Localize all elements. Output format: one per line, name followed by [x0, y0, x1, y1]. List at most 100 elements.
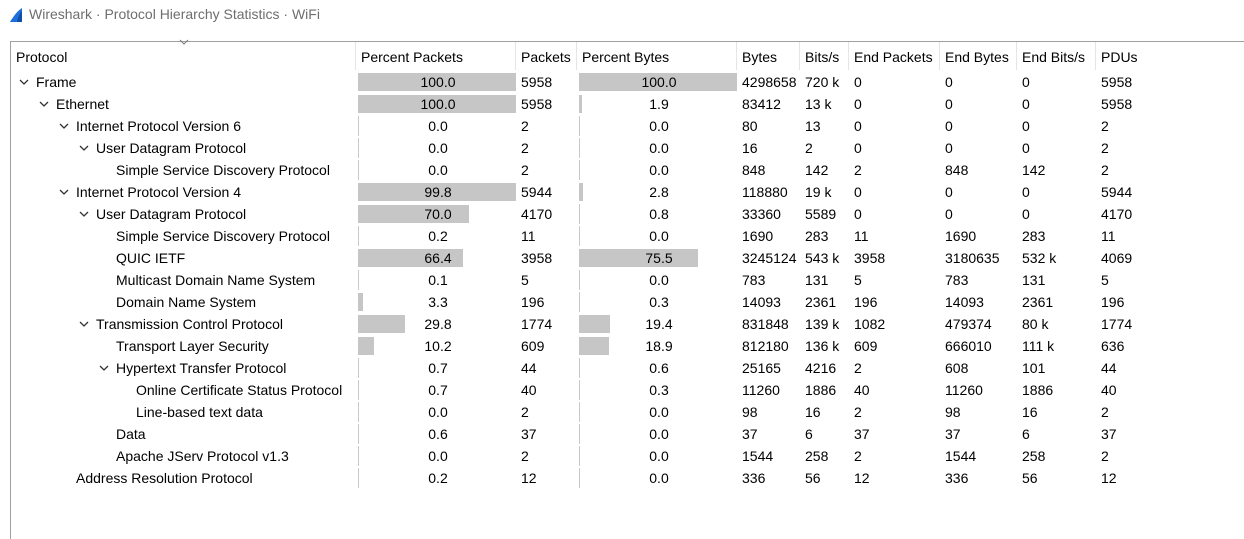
percent-packets-bar: [358, 293, 363, 311]
percent-bytes-cell: 18.9: [579, 335, 739, 357]
tree-row[interactable]: Frame 100.0 100.0 5958 4298658 720 k 0 0 0 5958: [11, 71, 1244, 93]
percent-bytes-bar: [579, 226, 580, 246]
chevron-down-icon[interactable]: [57, 115, 71, 137]
percent-bytes-bar: [579, 446, 580, 466]
packets-value: 5: [521, 272, 529, 288]
bits-per-sec-value: 56: [805, 470, 821, 486]
percent-bytes-bar: [579, 138, 580, 158]
bits-per-sec-value: 13 k: [805, 96, 832, 112]
end-bytes-value: 14093: [945, 294, 984, 310]
tree-row[interactable]: User Datagram Protocol 0.0 0.0 2 16 2 0 0 0 2: [11, 137, 1244, 159]
protocol-name: Address Resolution Protocol: [76, 470, 253, 486]
end-packets-value: 0: [854, 96, 862, 112]
percent-bytes-cell: 0.0: [579, 401, 739, 423]
pdus-value: 5958: [1101, 74, 1133, 90]
protocol-name: User Datagram Protocol: [96, 206, 247, 222]
percent-packets-bar: [358, 95, 516, 113]
percent-bytes-cell: 0.0: [579, 115, 739, 137]
tree-row[interactable]: User Datagram Protocol 70.0 0.8 4170 33360 55…: [11, 203, 1244, 225]
protocol-hierarchy-tree[interactable]: Protocol Percent Packets Packets Percent By…: [10, 39, 1244, 539]
end-bytes-value: 1544: [945, 448, 977, 464]
chevron-down-icon[interactable]: [57, 181, 71, 203]
percent-packets-value: 100.0: [420, 96, 456, 112]
tree-row[interactable]: Transmission Control Protocol 29.8 19.4 177…: [11, 313, 1244, 335]
percent-bytes-cell: 0.6: [579, 357, 739, 379]
pdus-value: 1774: [1101, 316, 1133, 332]
bits-per-sec-value: 2361: [805, 294, 837, 310]
end-bytes-value: 336: [945, 470, 969, 486]
tree-row[interactable]: Ethernet 100.0 1.9 5958 83412 13 k 0 0 0 5958: [11, 93, 1244, 115]
percent-bytes-bar: [579, 95, 582, 113]
bits-per-sec-value: 131: [805, 272, 829, 288]
percent-bytes-bar: [579, 315, 610, 333]
percent-packets-value: 3.3: [428, 294, 448, 310]
end-bytes-value: 0: [945, 96, 953, 112]
chevron-down-icon[interactable]: [17, 71, 31, 93]
column-header-percent-bytes[interactable]: Percent Bytes: [582, 49, 670, 65]
column-divider[interactable]: [799, 42, 800, 70]
bytes-value: 11260: [742, 382, 780, 398]
tree-row[interactable]: Multicast Domain Name System 0.1 0.0 5 783 13…: [11, 269, 1244, 291]
tree-row[interactable]: Internet Protocol Version 6 0.0 0.0 2 80 13 0 0…: [11, 115, 1244, 137]
tree-row[interactable]: Transport Layer Security 10.2 18.9 609 81218…: [11, 335, 1244, 357]
chevron-down-icon[interactable]: [97, 357, 111, 379]
percent-packets-cell: 0.0: [358, 445, 518, 467]
end-bits-per-sec-value: 532 k: [1022, 250, 1057, 266]
end-packets-value: 12: [854, 470, 870, 486]
column-header-percent-packets[interactable]: Percent Packets: [361, 49, 463, 65]
tree-row[interactable]: QUIC IETF 66.4 75.5 3958 3245124 543 k 3958 318…: [11, 247, 1244, 269]
bits-per-sec-value: 142: [805, 162, 829, 178]
tree-row[interactable]: Simple Service Discovery Protocol 0.2 0.0 1…: [11, 225, 1244, 247]
bits-per-sec-value: 283: [805, 228, 829, 244]
column-divider[interactable]: [1016, 42, 1017, 70]
tree-row[interactable]: Simple Service Discovery Protocol 0.0 0.0 2…: [11, 159, 1244, 181]
bytes-value: 336: [742, 470, 766, 486]
percent-packets-bar: [358, 183, 516, 201]
chevron-down-icon[interactable]: [77, 313, 91, 335]
bytes-value: 783: [742, 272, 766, 288]
column-header-pdus[interactable]: PDUs: [1101, 49, 1138, 65]
column-header-end-packets[interactable]: End Packets: [854, 49, 933, 65]
column-header-bits-per-sec[interactable]: Bits/s: [805, 49, 840, 65]
column-header-end-bytes[interactable]: End Bytes: [945, 49, 1009, 65]
column-divider[interactable]: [736, 42, 737, 70]
column-divider[interactable]: [576, 42, 577, 70]
tree-row[interactable]: Apache JServ Protocol v1.3 0.0 0.0 2 1544 258…: [11, 445, 1244, 467]
tree-row[interactable]: Domain Name System 3.3 0.3 196 14093 2361 196 1…: [11, 291, 1244, 313]
end-bits-per-sec-value: 131: [1022, 272, 1046, 288]
bits-per-sec-value: 136 k: [805, 338, 840, 354]
tree-row[interactable]: Address Resolution Protocol 0.2 0.0 12 336 56…: [11, 467, 1244, 489]
column-header-bytes[interactable]: Bytes: [742, 49, 778, 65]
column-divider[interactable]: [355, 42, 356, 70]
percent-packets-value: 66.4: [424, 250, 452, 266]
end-bits-per-sec-value: 2361: [1022, 294, 1054, 310]
tree-row[interactable]: Line-based text data 0.0 0.0 2 98 16 2 98 16 2: [11, 401, 1244, 423]
end-bytes-value: 0: [945, 74, 953, 90]
tree-row[interactable]: Internet Protocol Version 4 99.8 2.8 5944 11…: [11, 181, 1244, 203]
chevron-down-icon[interactable]: [77, 137, 91, 159]
percent-packets-cell: 3.3: [358, 291, 518, 313]
column-header-protocol[interactable]: Protocol: [16, 49, 68, 65]
percent-packets-value: 0.0: [428, 162, 448, 178]
packets-value: 40: [521, 382, 537, 398]
chevron-down-icon[interactable]: [77, 203, 91, 225]
end-bits-per-sec-value: 258: [1022, 448, 1046, 464]
column-header-end-bits-per-sec[interactable]: End Bits/s: [1022, 49, 1086, 65]
percent-packets-cell: 0.6: [358, 423, 518, 445]
tree-row[interactable]: Online Certificate Status Protocol 0.7 0.3…: [11, 379, 1244, 401]
percent-packets-cell: 66.4: [358, 247, 518, 269]
column-divider[interactable]: [939, 42, 940, 70]
percent-packets-value: 70.0: [424, 206, 452, 222]
end-packets-value: 2: [854, 448, 862, 464]
tree-row[interactable]: Hypertext Transfer Protocol 0.7 0.6 44 25165…: [11, 357, 1244, 379]
column-header-packets[interactable]: Packets: [521, 49, 571, 65]
column-divider[interactable]: [848, 42, 849, 70]
end-packets-value: 1082: [854, 316, 886, 332]
percent-packets-bar: [358, 358, 359, 378]
tree-row[interactable]: Data 0.6 0.0 37 37 6 37 37 6 37: [11, 423, 1244, 445]
column-divider[interactable]: [1095, 42, 1096, 70]
column-divider[interactable]: [515, 42, 516, 70]
packets-value: 2: [521, 448, 529, 464]
chevron-down-icon[interactable]: [37, 93, 51, 115]
column-header-row: Protocol Percent Packets Packets Percent By…: [11, 42, 1244, 70]
